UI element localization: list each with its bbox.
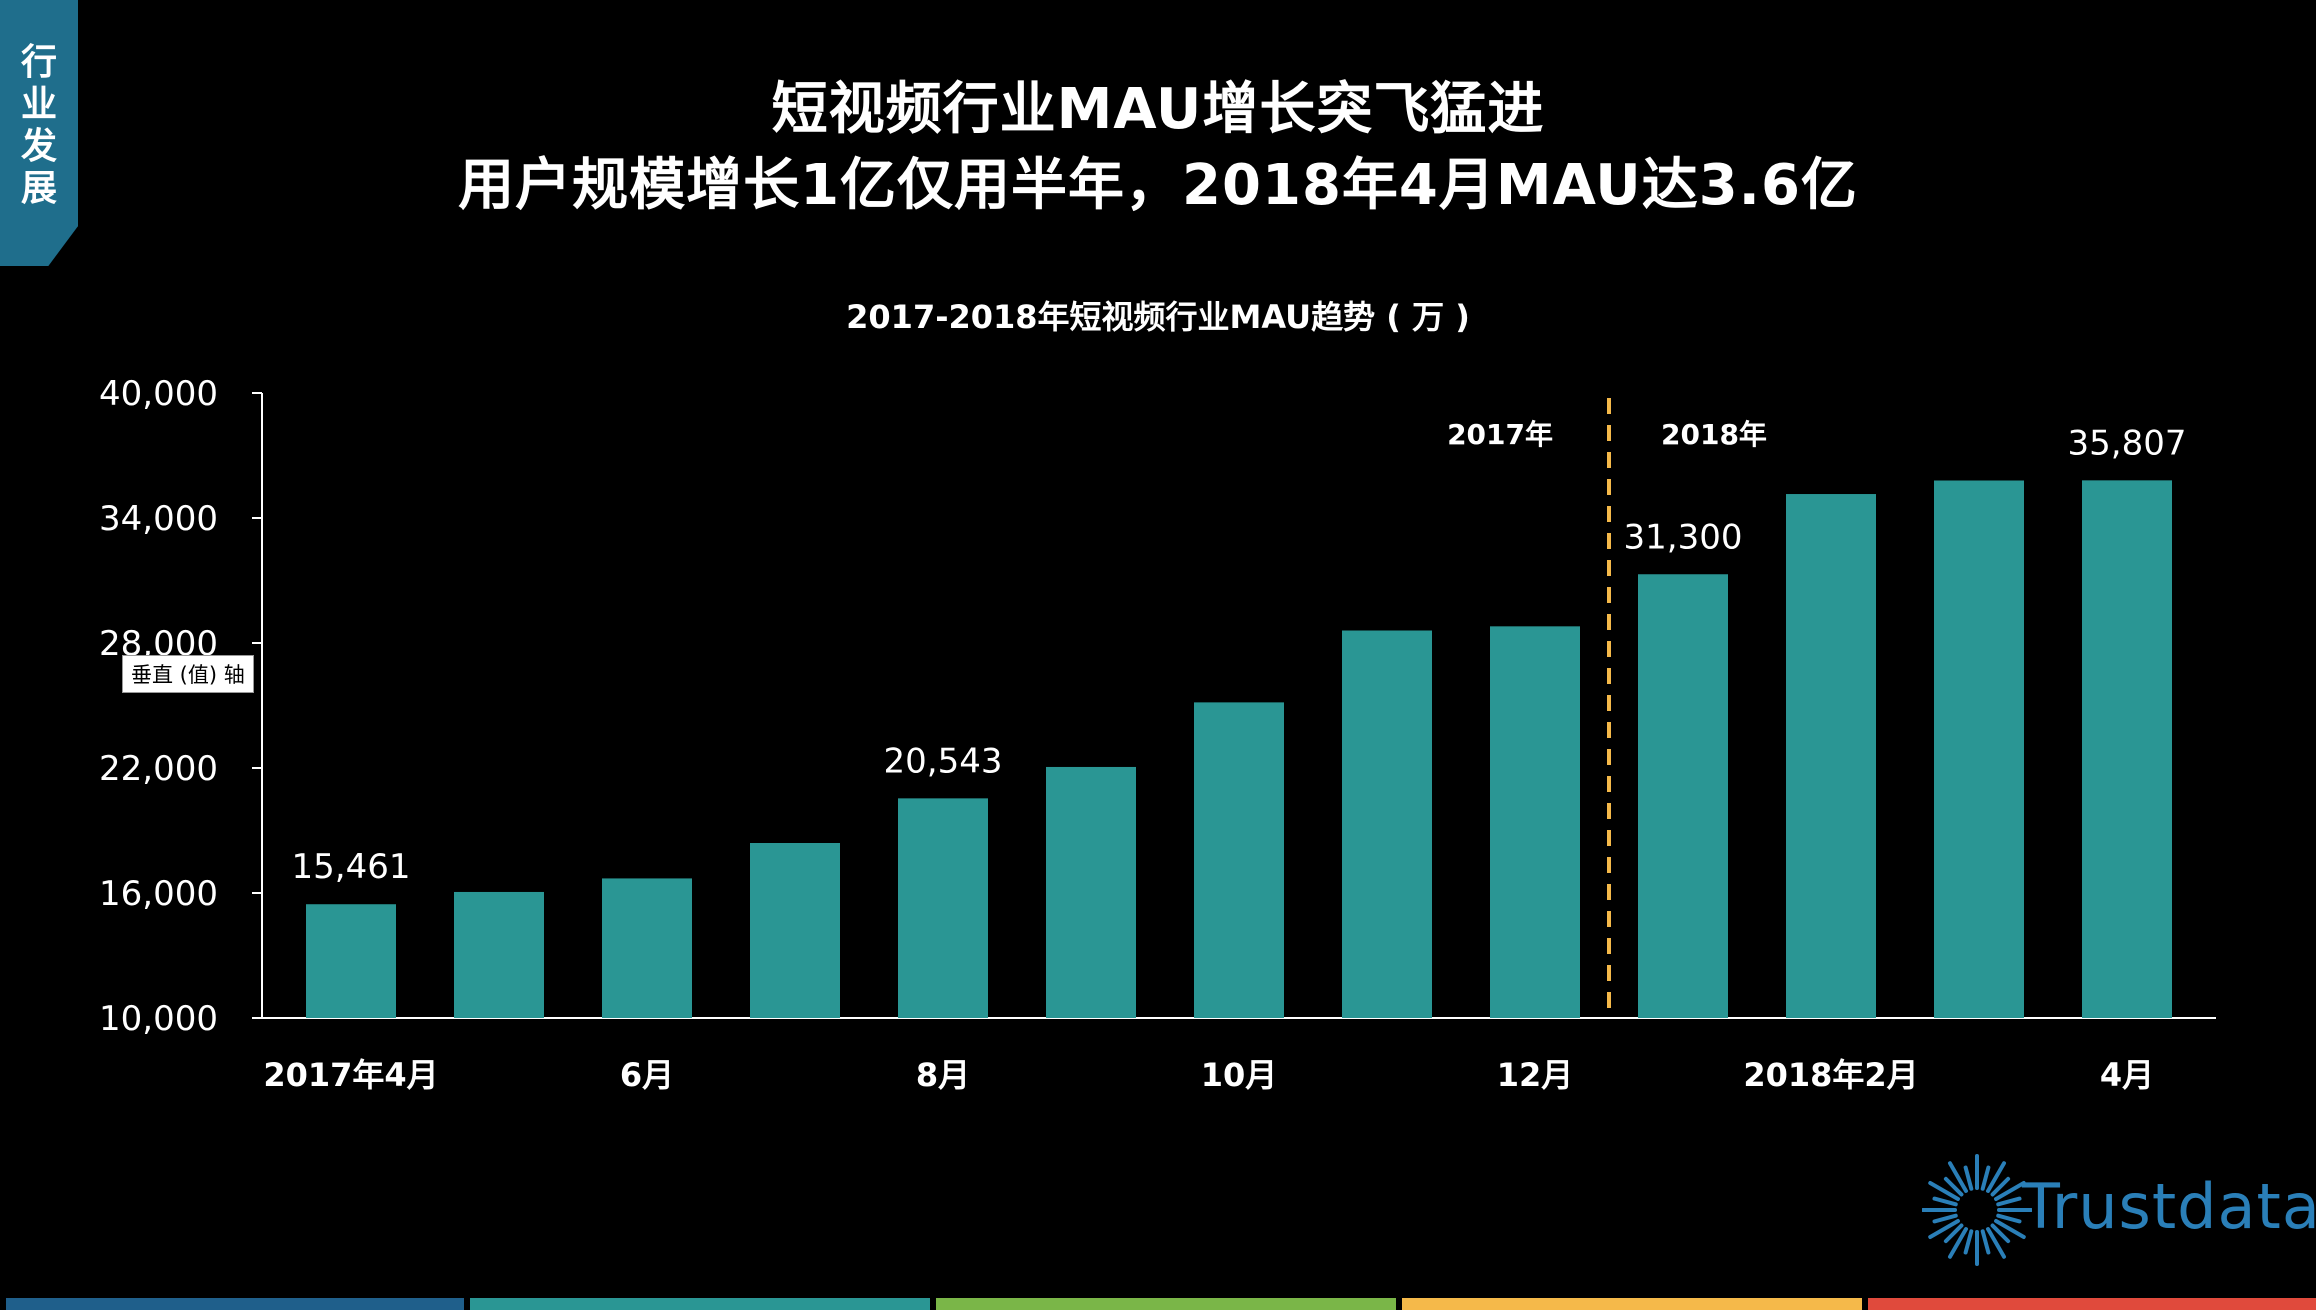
bar-chart: 10,00016,00022,00028,00034,00040,00015,4… [99,374,2216,1094]
bar [454,891,544,1018]
y-tick-label: 34,000 [99,499,218,539]
bar [1046,766,1136,1018]
bar [2082,480,2172,1019]
data-label: 20,543 [884,741,1003,781]
bottom-segment [1402,1298,1862,1310]
page-title: 短视频行业MAU增长突飞猛进 用户规模增长1亿仅用半年，2018年4月MAU达3… [0,72,2316,224]
sunburst-ray [1980,1229,1991,1255]
sunburst-ray [1963,1229,1974,1255]
sunburst-ray [1996,1196,2022,1207]
sunburst-ray [1943,1223,1964,1244]
logo-text: Trustdata [2022,1170,2316,1243]
y-tick-label: 22,000 [99,749,218,789]
bottom-segment [936,1298,1396,1310]
bar [306,904,396,1018]
sunburst-ray [1943,1176,1964,1197]
bottom-color-bar [0,1298,2316,1310]
bottom-segment [6,1298,464,1310]
data-label: 31,300 [1624,517,1743,557]
sunburst-ray [1986,1161,2006,1193]
sunburst-ray [1986,1227,2006,1259]
section-tab-char: 业 [20,84,57,125]
section-tab: 行 业 发 展 [0,0,78,266]
sunburst-ray [1948,1161,1968,1193]
x-tick-label: 2017年4月 [263,1056,438,1094]
x-tick-label: 4月 [2100,1056,2154,1094]
sunburst-ray [1932,1196,1958,1207]
bar [1194,702,1284,1018]
bottom-segment [470,1298,930,1310]
y-tick-label: 16,000 [99,874,218,914]
sunburst-ray [1996,1213,2022,1224]
y-tick-label: 10,000 [99,999,218,1039]
bar [1490,626,1580,1018]
bar [1786,494,1876,1019]
divider-label-right: 2018年 [1661,418,1767,451]
bottom-segment [1868,1298,2316,1310]
data-label: 15,461 [292,847,411,887]
x-tick-label: 8月 [916,1056,970,1094]
sunburst-ray [1980,1165,1991,1191]
bar [750,843,840,1018]
sunburst-ray [1932,1213,1958,1224]
x-tick-label: 6月 [620,1056,674,1094]
page-title-line2: 用户规模增长1亿仅用半年，2018年4月MAU达3.6亿 [458,153,1858,218]
divider-label-left: 2017年 [1447,418,1553,451]
sunburst-ray [1963,1165,1974,1191]
sunburst-ray [1928,1181,1960,1201]
sunburst-ray [1994,1219,2026,1239]
bar [602,878,692,1018]
data-label: 35,807 [2068,423,2187,463]
sunburst-ray [1994,1181,2026,1201]
sunburst-ray [1928,1219,1960,1239]
x-tick-label: 10月 [1201,1056,1278,1094]
sunburst-ray [1948,1227,1968,1259]
bar [1342,630,1432,1018]
section-tab-char: 展 [20,168,57,209]
sunburst-ray [1990,1176,2011,1197]
y-tick-label: 40,000 [99,374,218,414]
bar [1638,574,1728,1018]
x-tick-label: 2018年2月 [1743,1056,1918,1094]
page-title-line1: 短视频行业MAU增长突飞猛进 [771,77,1545,142]
bar [1934,480,2024,1018]
section-tab-char: 行 [20,42,57,83]
section-tab-char: 发 [20,126,57,167]
chart-title: 2017-2018年短视频行业MAU趋势 ( 万 ) [846,298,1470,336]
trustdata-logo: Trustdata [1922,1148,2316,1278]
sunburst-ray [1990,1223,2011,1244]
axis-tooltip: 垂直 (值) 轴 [122,655,254,693]
sunburst-icon [1922,1154,2032,1266]
bar [898,798,988,1018]
x-tick-label: 12月 [1497,1056,1574,1094]
